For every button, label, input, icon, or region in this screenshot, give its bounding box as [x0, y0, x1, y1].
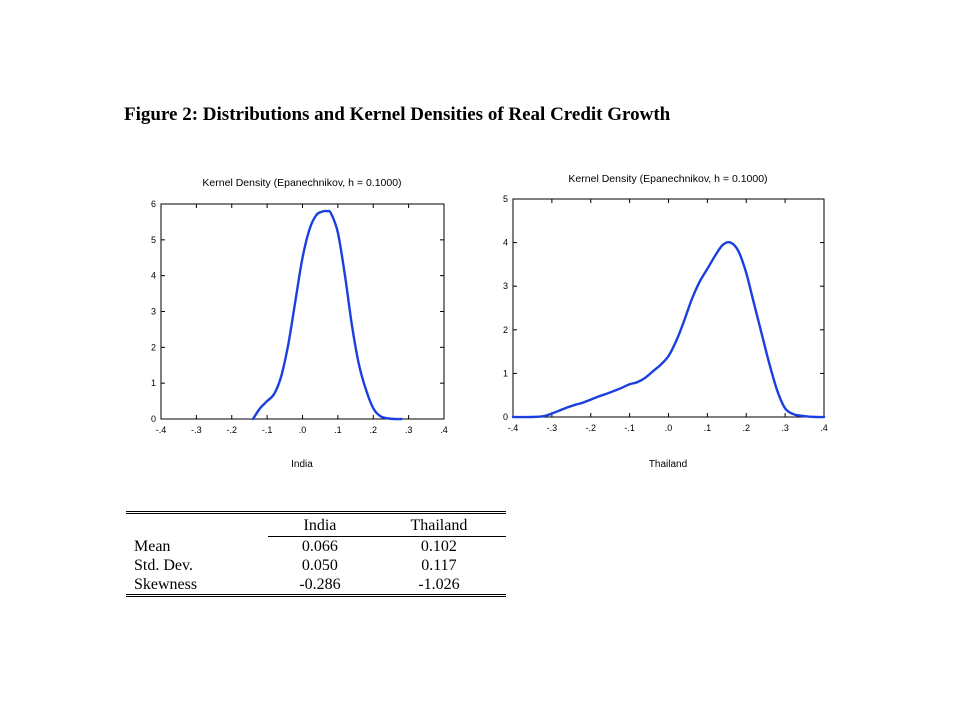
table-row: Std. Dev. 0.050 0.117: [126, 556, 506, 575]
x-tick-label: -.3: [547, 423, 558, 433]
table-cell: Std. Dev.: [134, 557, 193, 574]
y-tick-label: 2: [151, 342, 156, 352]
table-cell: Skewness: [134, 576, 198, 593]
y-tick-label: 4: [151, 271, 156, 281]
table-cell: -1.026: [418, 576, 460, 593]
plot-frame: [512, 198, 825, 418]
table-cell: Mean: [134, 537, 171, 555]
x-tick-label: .3: [405, 425, 413, 435]
table-cell: 0.050: [301, 557, 338, 574]
x-tick-label: .0: [665, 423, 673, 433]
table-row: Skewness -0.286 -1.026: [126, 575, 506, 596]
summary-statistics-table: India Thailand Mean 0.066 0.102 Std. Dev…: [126, 511, 506, 597]
x-tick-label: .2: [369, 425, 377, 435]
x-tick-label: -.1: [624, 423, 635, 433]
y-tick-label: 5: [151, 235, 156, 245]
y-tick-label: 3: [503, 281, 508, 291]
x-tick-label: -.2: [585, 423, 596, 433]
table-cell: 0.102: [420, 538, 457, 555]
y-tick-label: 1: [503, 368, 508, 378]
y-tick-label: 4: [503, 238, 508, 248]
chart-title: Kernel Density (Epanechnikov, h = 0.1000…: [568, 173, 767, 185]
x-axis-label: Thailand: [649, 459, 687, 470]
x-tick-label: -.3: [191, 425, 202, 435]
x-tick-label: -.1: [262, 425, 273, 435]
density-curve: [511, 240, 826, 419]
y-tick-label: 2: [503, 325, 508, 335]
table-header-cell: India: [268, 512, 372, 537]
table-header-cell: Thailand: [371, 512, 506, 537]
y-tick-label: 5: [503, 194, 508, 204]
axis-ticks: -.4 -.3 -.2 -.1 .0 .1 .2 .3 .4 0 1 2 3 4 5 6: [151, 199, 448, 435]
axis-ticks: -.4 -.3 -.2 -.1 .0 .1 .2 .3 .4 0 1 2 3 4 5: [503, 194, 828, 433]
x-tick-label: -.4: [508, 423, 519, 433]
x-axis-label: India: [291, 459, 313, 470]
y-tick-label: 6: [151, 199, 156, 209]
table-row: Mean 0.066 0.102: [126, 537, 506, 557]
y-tick-label: 1: [151, 378, 156, 388]
x-tick-label: -.4: [156, 425, 167, 435]
table-cell: 0.117: [421, 557, 457, 574]
figure-title: Figure 2: Distributions and Kernel Densi…: [124, 104, 671, 125]
x-tick-label: .4: [440, 425, 448, 435]
table-header-cell: [126, 513, 268, 537]
table-header-row: India Thailand: [126, 512, 506, 537]
table-cell: 0.066: [301, 538, 338, 555]
x-tick-label: .1: [704, 423, 712, 433]
x-tick-label: .3: [781, 423, 789, 433]
density-curve: [251, 209, 403, 421]
x-tick-label: -.2: [226, 425, 237, 435]
table-cell: -0.286: [299, 576, 341, 593]
x-tick-label: .0: [299, 425, 307, 435]
chart-title: Kernel Density (Epanechnikov, h = 0.1000…: [202, 177, 401, 189]
x-tick-label: .1: [334, 425, 342, 435]
y-tick-label: 0: [151, 414, 156, 424]
x-tick-label: .2: [742, 423, 750, 433]
y-tick-label: 0: [503, 412, 508, 422]
x-tick-label: .4: [820, 423, 828, 433]
y-tick-label: 3: [151, 307, 156, 317]
